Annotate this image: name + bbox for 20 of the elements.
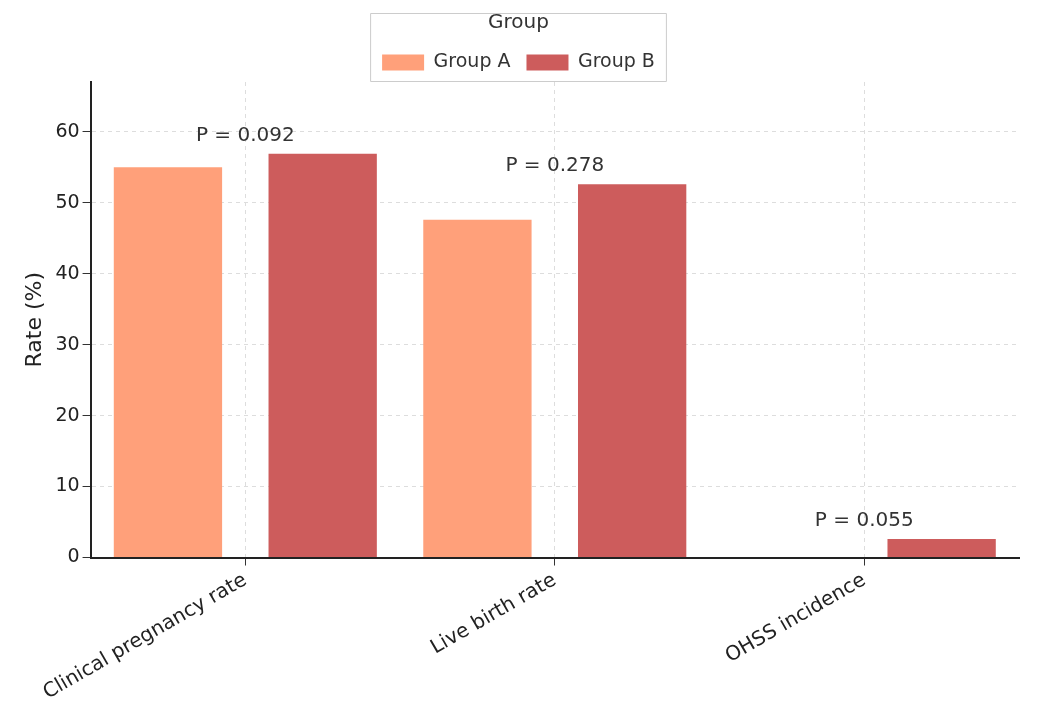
- bar: [423, 219, 532, 558]
- y-tick-label: 10: [55, 473, 80, 496]
- y-tick-label: 40: [55, 260, 80, 283]
- bar: [268, 153, 377, 558]
- x-tick-label: Live birth rate: [425, 566, 560, 659]
- bar: [578, 184, 687, 558]
- annotation: P = 0.092: [195, 121, 295, 146]
- y-tick-label: 60: [55, 118, 80, 141]
- bar: [887, 539, 996, 558]
- legend-label: Group A: [433, 49, 511, 72]
- bar: [113, 167, 223, 558]
- y-tick-label: 0: [67, 544, 80, 567]
- annotation: P = 0.278: [505, 152, 605, 177]
- legend-label: Group B: [577, 49, 655, 72]
- y-tick-label: 50: [55, 189, 80, 212]
- y-axis-title: Rate (%): [20, 272, 46, 368]
- legend-title: Group: [488, 9, 549, 34]
- y-tick-label: 30: [55, 331, 80, 354]
- annotation: P = 0.055: [814, 507, 914, 532]
- y-tick-label: 20: [55, 402, 80, 425]
